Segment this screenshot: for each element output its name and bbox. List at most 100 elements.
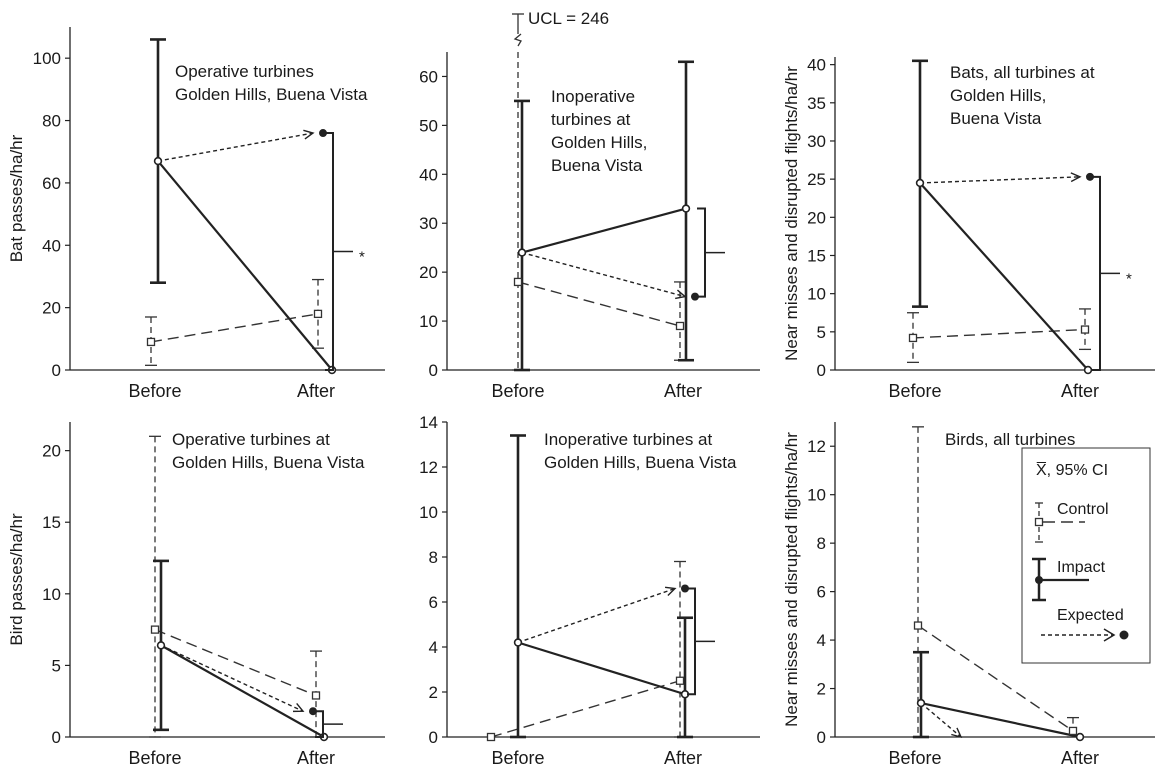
y-tick-label: 2	[817, 680, 826, 699]
y-tick-label: 30	[807, 132, 826, 151]
x-tick-label: Before	[128, 748, 181, 767]
y-tick-label: 60	[419, 67, 438, 86]
impact-line	[517, 641, 686, 696]
legend-control-label: Control	[1057, 501, 1109, 518]
panel-title: Operative turbines Golden Hills, Buena Vi…	[175, 62, 368, 104]
comparison-bracket	[1092, 175, 1101, 371]
impact-point	[681, 204, 691, 213]
y-tick-label: 10	[419, 312, 438, 331]
y-tick-label: 2	[429, 683, 438, 702]
expected-arrow	[920, 702, 962, 738]
y-tick-label: 0	[52, 361, 61, 380]
control-point	[146, 337, 156, 347]
impact-line	[160, 644, 325, 738]
impact-point	[156, 641, 166, 650]
y-tick-label: 100	[33, 49, 61, 68]
y-tick-label: 50	[419, 116, 438, 135]
y-tick-label: 10	[807, 285, 826, 304]
legend: X̅, 95% CI Control Impact Expected	[1021, 447, 1151, 664]
y-tick-label: 10	[42, 585, 61, 604]
control-point	[486, 732, 496, 742]
control-point	[1080, 325, 1090, 334]
axis-break-mark	[513, 33, 522, 47]
y-tick-label: 4	[817, 631, 826, 650]
control-point	[150, 625, 160, 634]
y-tick-label: 0	[429, 361, 438, 380]
expected-point	[681, 584, 689, 593]
x-tick-label: After	[1061, 748, 1099, 767]
comparison-bracket	[697, 207, 706, 298]
panel-6: 0 2 4 6 8 10 12 Before After Near misses and disr…	[782, 422, 1155, 767]
panel-5: 0 2 4 6 8 10 12 14 Before After Inoperative turbin…	[419, 413, 760, 767]
impact-line	[920, 702, 1081, 739]
expected-point	[319, 129, 327, 138]
panel-title: Birds, all turbines	[945, 430, 1075, 449]
control-point	[675, 676, 685, 685]
y-axis-label: Bird passes/ha/hr	[7, 513, 26, 646]
impact-line	[521, 207, 687, 254]
y-tick-label: 12	[419, 458, 438, 477]
panel-title: Inoperative turbines at Golden Hills, Bue…	[544, 430, 737, 472]
expected-arrowhead	[951, 727, 963, 739]
control-line	[150, 313, 319, 343]
expected-arrow	[157, 132, 314, 162]
control-point	[675, 321, 685, 331]
impact-point	[915, 178, 925, 188]
y-tick-label: 0	[817, 728, 826, 747]
y-tick-label: 0	[429, 728, 438, 747]
impact-point	[517, 248, 527, 257]
legend-impact-label: Impact	[1057, 559, 1106, 576]
y-tick-label: 30	[419, 214, 438, 233]
y-tick-label: 14	[419, 413, 438, 432]
y-tick-label: 5	[817, 323, 826, 342]
legend-expected-symbol	[1041, 628, 1129, 642]
y-tick-label: 4	[429, 638, 438, 657]
x-tick-label: After	[297, 748, 335, 767]
expected-arrowhead	[664, 586, 677, 597]
y-tick-label: 5	[52, 656, 61, 675]
significance-mark: *	[1126, 270, 1132, 287]
control-line	[917, 624, 1074, 732]
y-axis-label: Near misses and disrupted flights/ha/hr	[782, 432, 801, 727]
x-tick-label: After	[664, 748, 702, 767]
control-line	[912, 328, 1086, 339]
impact-point	[513, 638, 523, 647]
y-tick-label: 15	[42, 513, 61, 532]
expected-arrow	[517, 587, 676, 644]
impact-line	[157, 160, 333, 371]
x-tick-label: After	[1061, 381, 1099, 401]
legend-control-symbol	[1034, 502, 1085, 543]
legend-box	[1021, 447, 1151, 664]
y-tick-label: 80	[42, 112, 61, 131]
x-tick-label: Before	[888, 748, 941, 767]
x-tick-label: Before	[491, 381, 544, 401]
y-tick-label: 35	[807, 94, 826, 113]
control-line	[517, 281, 681, 327]
control-line	[154, 628, 317, 697]
impact-point	[916, 698, 926, 708]
comparison-bracket	[687, 587, 696, 696]
control-point	[513, 277, 523, 287]
y-tick-label: 0	[817, 361, 826, 380]
expected-arrow	[521, 251, 686, 298]
panel-3: 0 5 10 15 20 25 30 35 40 Before After Near misses a…	[782, 56, 1155, 401]
control-point	[913, 621, 923, 630]
comparison-bracket	[325, 132, 334, 371]
impact-point	[153, 156, 163, 166]
x-tick-label: Before	[888, 381, 941, 401]
panel-2: 0 10 20 30 40 50 60 Before After Inoperative turbi…	[419, 9, 760, 401]
y-tick-label: 6	[817, 583, 826, 602]
y-tick-label: 8	[817, 534, 826, 553]
panel-title: Inoperative turbines at Golden Hills, Buena…	[551, 87, 647, 175]
y-tick-label: 25	[807, 170, 826, 189]
y-tick-label: 40	[42, 236, 61, 255]
x-tick-label: After	[664, 381, 702, 401]
panel-4: 0 5 10 15 20 Before After Bird passes/ha/hr Oper…	[7, 422, 385, 767]
panel-1: 0 20 40 60 80 100 Before After Bat passes/ha/hr O…	[7, 27, 385, 401]
y-tick-label: 40	[419, 165, 438, 184]
expected-arrowhead	[292, 703, 305, 713]
y-tick-label: 0	[52, 728, 61, 747]
y-tick-label: 20	[419, 263, 438, 282]
expected-arrowhead	[1070, 172, 1082, 183]
